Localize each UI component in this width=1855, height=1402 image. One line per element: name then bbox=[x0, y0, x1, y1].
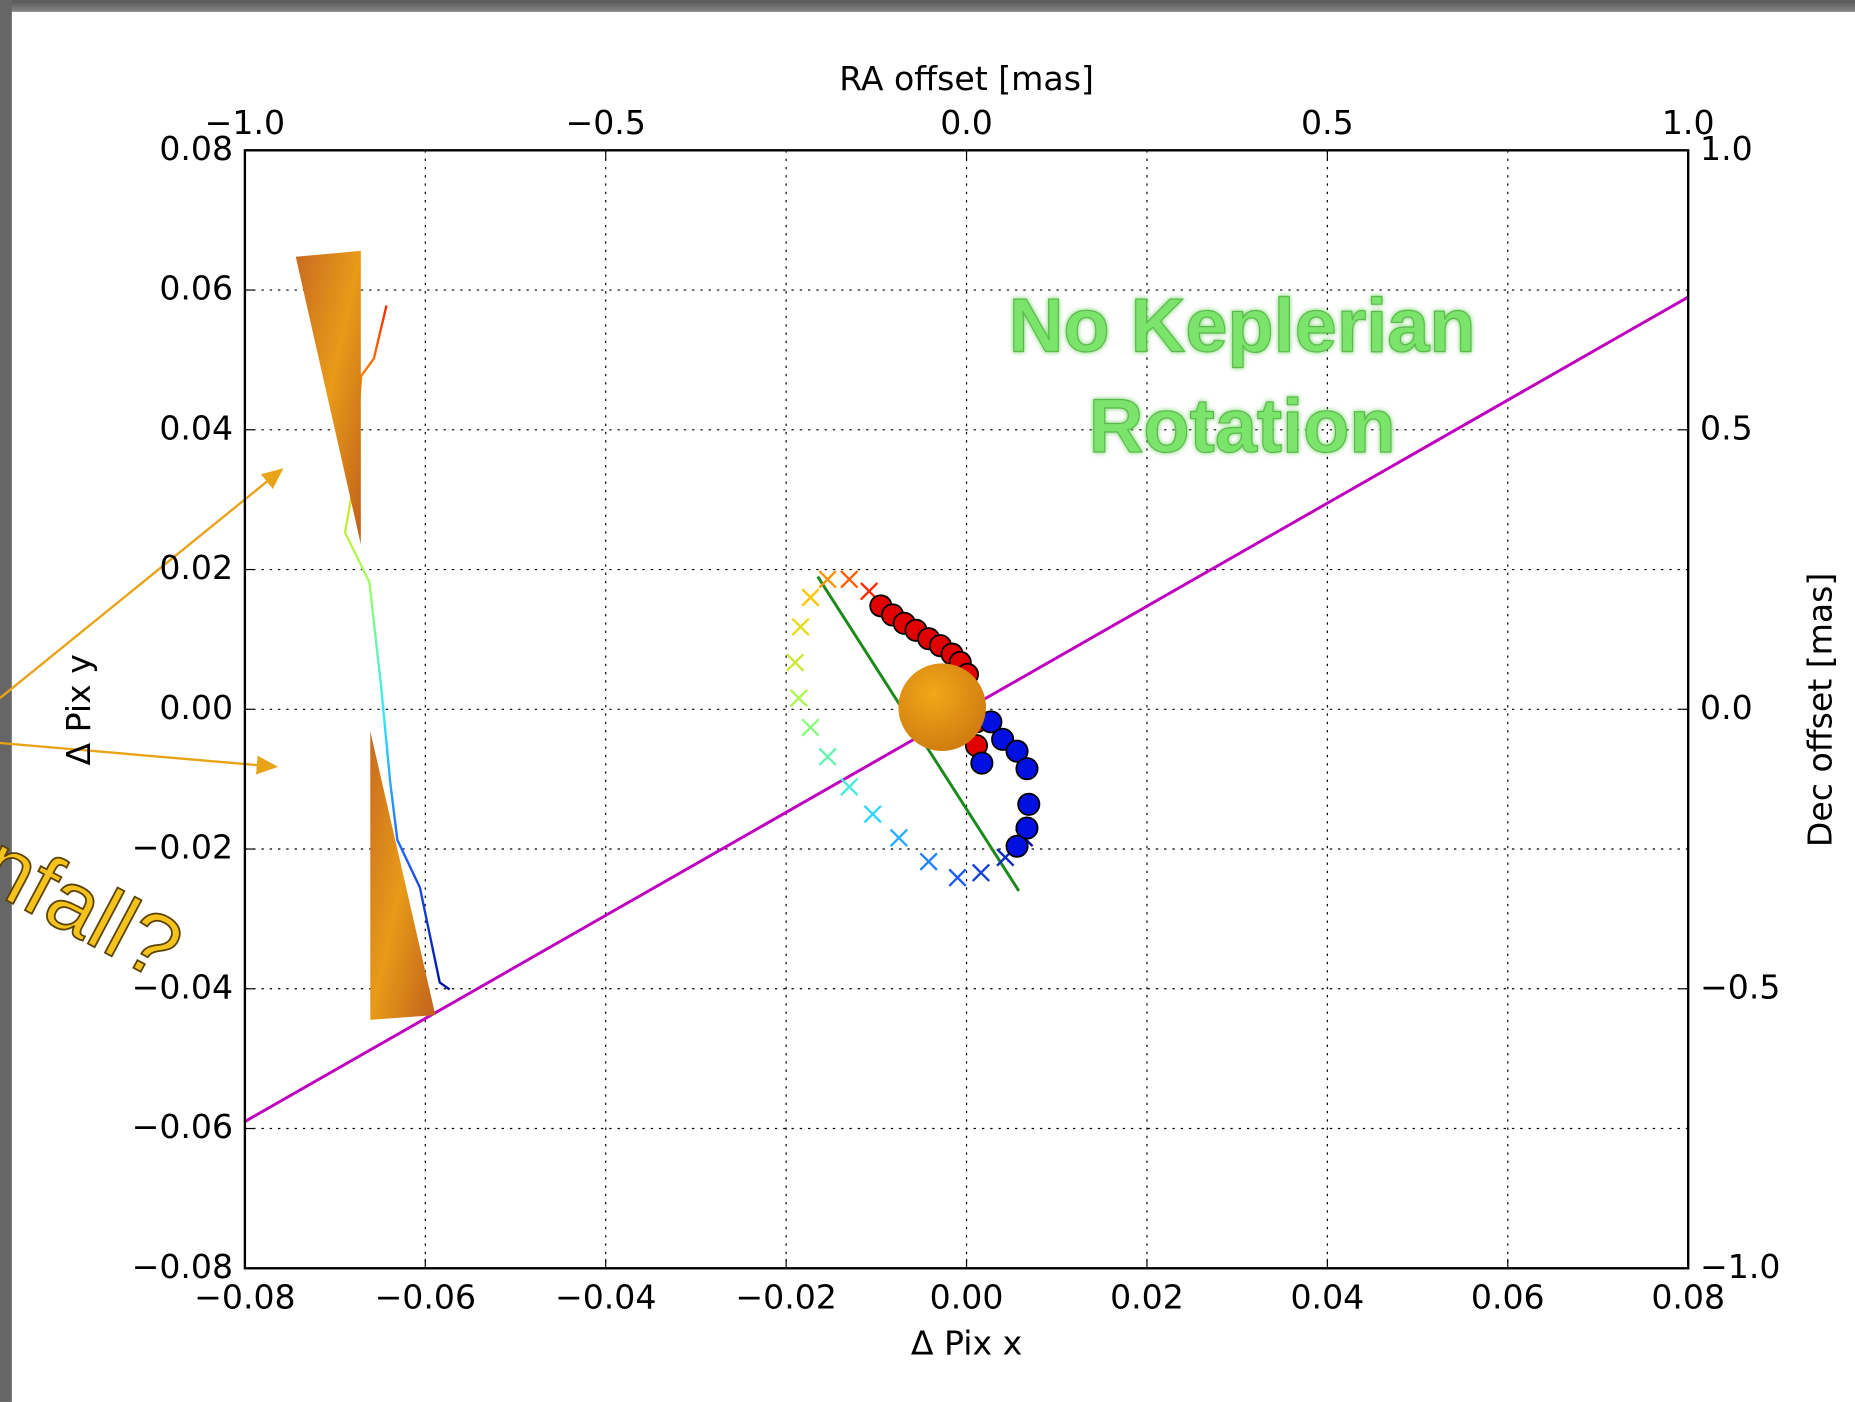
arrow bbox=[0, 468, 284, 699]
flow-wedge bbox=[370, 731, 436, 1020]
circle-marker bbox=[1005, 834, 1029, 858]
flow-wedge bbox=[295, 250, 361, 545]
x-marker bbox=[818, 570, 837, 589]
window-frame bbox=[0, 0, 12, 1402]
x2-axis-label: RA offset [mas] bbox=[839, 59, 1094, 98]
x-marker bbox=[801, 718, 820, 737]
circle-marker bbox=[1005, 739, 1029, 763]
marks bbox=[244, 295, 1689, 1123]
x-marker bbox=[791, 617, 810, 636]
circle-marker bbox=[1017, 792, 1041, 816]
y-tick-label: 0.02 bbox=[159, 548, 233, 587]
y-tick-label: −0.02 bbox=[132, 828, 233, 867]
x-marker bbox=[840, 570, 859, 589]
x-tick-label: −0.06 bbox=[375, 1278, 476, 1317]
x2-tick-label: 0.0 bbox=[940, 103, 993, 142]
x2-tick-label: −0.5 bbox=[566, 103, 646, 142]
x-marker bbox=[971, 863, 991, 882]
axes: −0.08 −0.06 −0.04 −0.02 0.00 0.02 0.04 0.06 0.08… bbox=[132, 103, 1781, 1317]
x-tick-label: 0.02 bbox=[1110, 1278, 1184, 1317]
x-marker bbox=[789, 688, 808, 708]
y-tick-label: 0.06 bbox=[159, 269, 233, 308]
x-tick-label: −0.02 bbox=[735, 1278, 836, 1317]
y-axis-label: Δ Pix y bbox=[59, 654, 98, 765]
x-tick-label: 0.04 bbox=[1290, 1278, 1364, 1317]
circle-marker bbox=[1015, 816, 1039, 840]
y2-tick-label: 0.0 bbox=[1700, 688, 1753, 727]
x-tick-label: −0.08 bbox=[194, 1278, 295, 1317]
x-tick-label: 0.08 bbox=[1651, 1278, 1725, 1317]
star-disk bbox=[898, 663, 986, 751]
x-tick-label: −0.04 bbox=[555, 1278, 656, 1317]
y2-tick-label: 0.5 bbox=[1700, 408, 1753, 447]
y2-tick-label: 1.0 bbox=[1700, 129, 1753, 168]
annotation: No Keplerian bbox=[1009, 283, 1476, 368]
x-marker bbox=[818, 747, 837, 766]
y-tick-label: 0.00 bbox=[159, 688, 233, 727]
y2-tick-label: −1.0 bbox=[1700, 1247, 1780, 1286]
x-marker bbox=[948, 868, 967, 887]
x-marker bbox=[840, 777, 859, 796]
circle-marker bbox=[970, 751, 994, 775]
x-marker bbox=[863, 804, 882, 824]
x-marker bbox=[919, 852, 938, 871]
data-line bbox=[343, 305, 451, 991]
arrow bbox=[0, 741, 279, 775]
x-tick-label: 0.00 bbox=[930, 1278, 1004, 1317]
x-marker bbox=[786, 653, 805, 672]
y2-tick-label: −0.5 bbox=[1700, 967, 1780, 1006]
annotation: Rotation bbox=[1089, 384, 1396, 469]
x-marker bbox=[801, 588, 820, 607]
window-frame bbox=[0, 0, 1855, 12]
y-tick-label: −0.04 bbox=[132, 967, 233, 1006]
x-tick-label: 0.06 bbox=[1471, 1278, 1545, 1317]
x-marker bbox=[889, 828, 909, 847]
circle-marker bbox=[1015, 757, 1039, 781]
x2-tick-label: 0.5 bbox=[1301, 103, 1354, 142]
y-tick-label: −0.06 bbox=[132, 1107, 233, 1146]
y-tick-label: 0.04 bbox=[159, 408, 233, 447]
x2-tick-label: −1.0 bbox=[205, 103, 285, 142]
x-axis-label: Δ Pix x bbox=[911, 1324, 1022, 1363]
x2-tick-label: 1.0 bbox=[1662, 103, 1715, 142]
y-tick-label: −0.08 bbox=[132, 1247, 233, 1286]
y2-axis-label: Dec offset [mas] bbox=[1800, 573, 1839, 847]
y-tick-label: 0.08 bbox=[159, 129, 233, 168]
